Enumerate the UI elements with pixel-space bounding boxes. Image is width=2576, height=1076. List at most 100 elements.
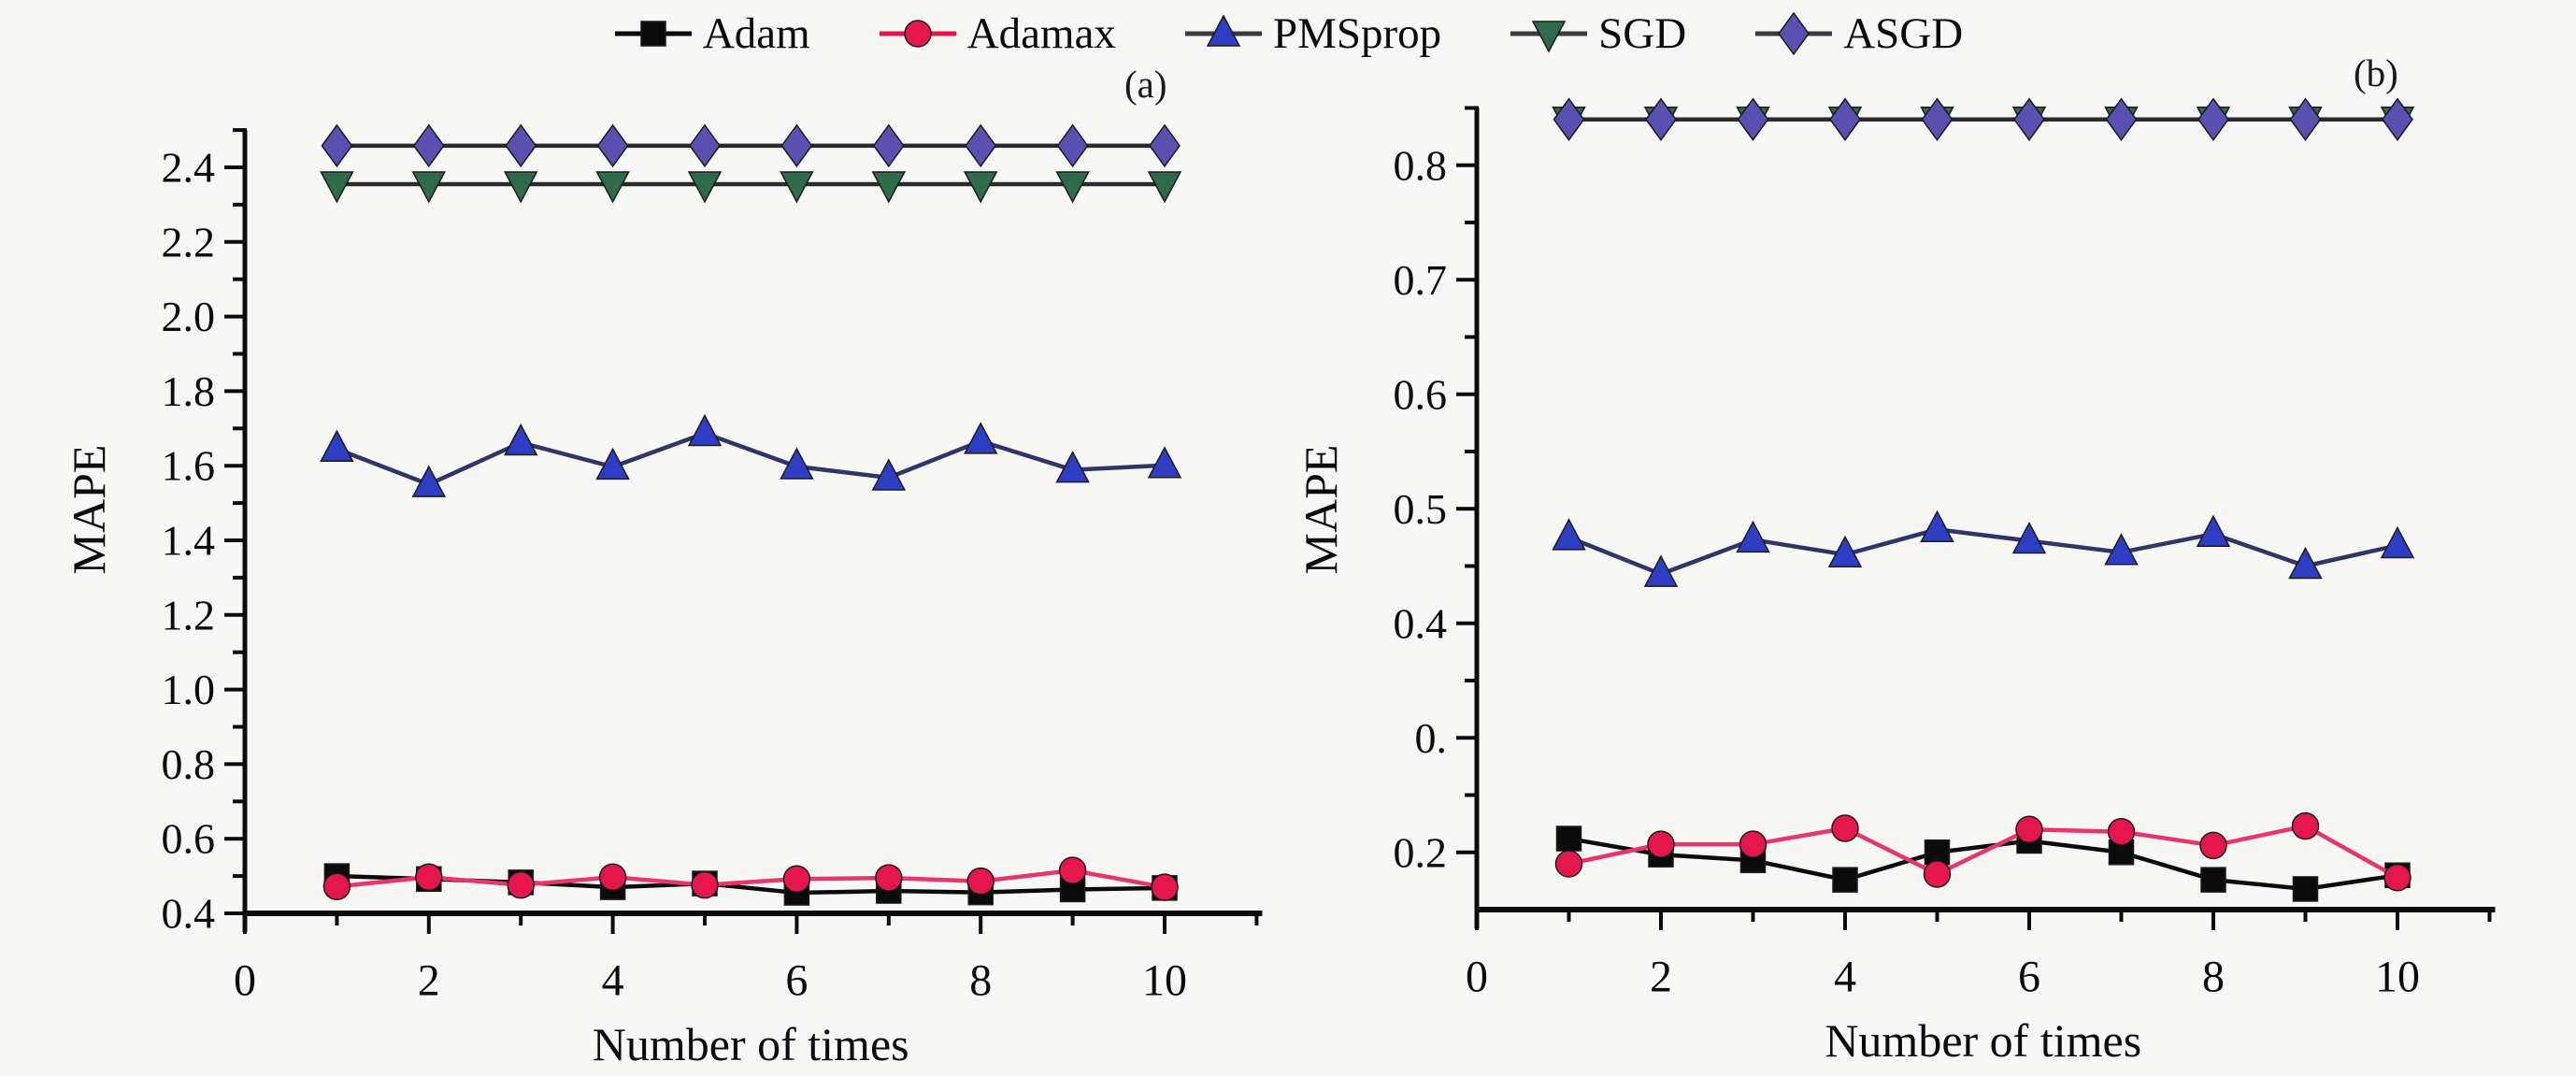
diamond-marker [1829, 97, 1861, 142]
triangle-up-marker [2011, 521, 2047, 554]
x-axis-title: Number of times [593, 1018, 909, 1070]
chart-panel-b: 0.2 0. 0.4 0.5 0.6 0.7 0.8 0 2 4 6 8 10 MAPE Number of… [1295, 97, 2496, 1067]
y-tick-label: 1.6 [162, 442, 216, 490]
triangle-down-marker [780, 171, 814, 204]
circle-marker [1058, 856, 1087, 884]
x-axis-title: Number of times [1825, 1014, 2141, 1067]
triangle-down-marker [871, 171, 907, 204]
y-tick-label: 0.5 [1394, 485, 1448, 533]
diamond-marker [505, 123, 537, 168]
circle-marker [2291, 811, 2320, 840]
series-asgd [321, 123, 1181, 168]
y-tick-label: 1.8 [162, 367, 216, 415]
circle-marker [1831, 814, 1859, 842]
triangle-up-marker [1736, 520, 1770, 553]
y-tick-label: 2.2 [162, 218, 216, 265]
diamond-marker [1645, 97, 1677, 142]
circle-marker [598, 863, 627, 892]
y-axis-title: MAPE [1295, 445, 1347, 575]
x-tick-label: 0 [234, 956, 256, 1006]
triangle-up-marker [1643, 554, 1679, 587]
square-marker [1832, 867, 1858, 893]
series-pmsprop [320, 413, 1182, 497]
diamond-marker [780, 123, 813, 168]
diamond-marker [2105, 97, 2138, 142]
y-tick-label: 0.8 [1394, 141, 1448, 189]
diamond-marker [2197, 97, 2229, 142]
y-tick-label: 0.6 [1394, 370, 1448, 418]
diamond-marker [596, 123, 629, 168]
triangle-up-marker [595, 447, 630, 481]
diamond-marker [965, 123, 997, 168]
diamond-marker [321, 123, 353, 168]
circle-marker [2015, 815, 2043, 843]
circle-marker [2107, 817, 2136, 846]
triangle-down-marker [963, 171, 998, 204]
triangle-down-marker [1055, 171, 1090, 204]
triangle-up-marker [411, 465, 447, 497]
x-tick-label: 0 [1466, 953, 1488, 1002]
y-tick-label: 2.4 [162, 144, 216, 192]
series-sgd [320, 171, 1182, 204]
triangle-down-marker [411, 171, 447, 204]
circle-marker [507, 870, 535, 899]
y-tick-label: 1.2 [162, 591, 216, 638]
diamond-marker [1056, 123, 1089, 168]
triangle-down-marker [503, 171, 538, 204]
y-tick-label: 0.7 [1394, 256, 1448, 304]
circle-marker [2199, 831, 2227, 860]
x-tick-label: 6 [2018, 953, 2040, 1002]
series-adamax [1554, 811, 2411, 892]
series-asgd [1553, 97, 2413, 142]
diamond-marker [689, 123, 721, 168]
triangle-up-marker [1055, 450, 1090, 483]
x-tick-label: 2 [1650, 953, 1672, 1002]
diamond-marker [2013, 97, 2045, 142]
triangle-up-marker [871, 458, 907, 491]
y-tick-label: 0. [1415, 714, 1448, 762]
y-tick-label: 0.8 [162, 740, 216, 788]
y-axis-title: MAPE [63, 445, 115, 575]
series-adamax [322, 856, 1179, 901]
x-tick-label: 4 [1834, 953, 1856, 1002]
circle-marker [1554, 850, 1583, 878]
circle-marker [1739, 830, 1767, 858]
square-marker [1555, 825, 1582, 852]
triangle-up-marker [1920, 509, 1954, 543]
y-tick-label: 0.4 [162, 890, 216, 938]
x-tick-label: 6 [785, 956, 808, 1006]
chart-panel-a: 0.4 0.6 0.8 1.0 1.2 1.4 1.6 1.8 2.0 2.2 2.4 0 2 4 6 8 10… [63, 123, 1263, 1070]
y-tick-label: 2.0 [162, 293, 216, 340]
triangle-up-marker [2196, 514, 2231, 547]
x-tick-label: 4 [602, 956, 624, 1006]
y-tick-label: 1.4 [162, 517, 216, 565]
series-line [336, 868, 1166, 890]
series-line [1568, 824, 2399, 880]
triangle-up-marker [687, 413, 723, 447]
triangle-up-marker [2288, 546, 2323, 580]
circle-marker [691, 870, 719, 899]
axes: 0.4 0.6 0.8 1.0 1.2 1.4 1.6 1.8 2.0 2.2 2.4 0 2 4 6 8 10 [162, 128, 1263, 1006]
panel-tag-a: (a) [1124, 63, 1167, 106]
x-tick-label: 10 [2375, 953, 2420, 1002]
triangle-down-marker [1147, 171, 1182, 204]
y-tick-label: 0.2 [1394, 828, 1448, 876]
diamond-marker [2289, 97, 2322, 142]
triangle-up-marker [963, 422, 998, 454]
triangle-down-marker [595, 171, 630, 204]
x-tick-label: 8 [2202, 953, 2225, 1002]
triangle-up-marker [1552, 518, 1586, 551]
series-line [1567, 527, 2398, 577]
triangle-up-marker [2104, 533, 2139, 566]
triangle-down-marker [320, 171, 354, 204]
triangle-up-marker [1147, 446, 1182, 479]
diamond-marker [1921, 97, 1953, 142]
circle-marker [322, 872, 351, 901]
triangle-up-marker [2380, 525, 2415, 559]
triangle-up-marker [320, 429, 354, 462]
square-marker [2200, 867, 2226, 893]
circle-marker [1151, 873, 1179, 901]
circle-marker [782, 865, 811, 894]
axes: 0.2 0. 0.4 0.5 0.6 0.7 0.8 0 2 4 6 8 10 [1394, 106, 2496, 1002]
